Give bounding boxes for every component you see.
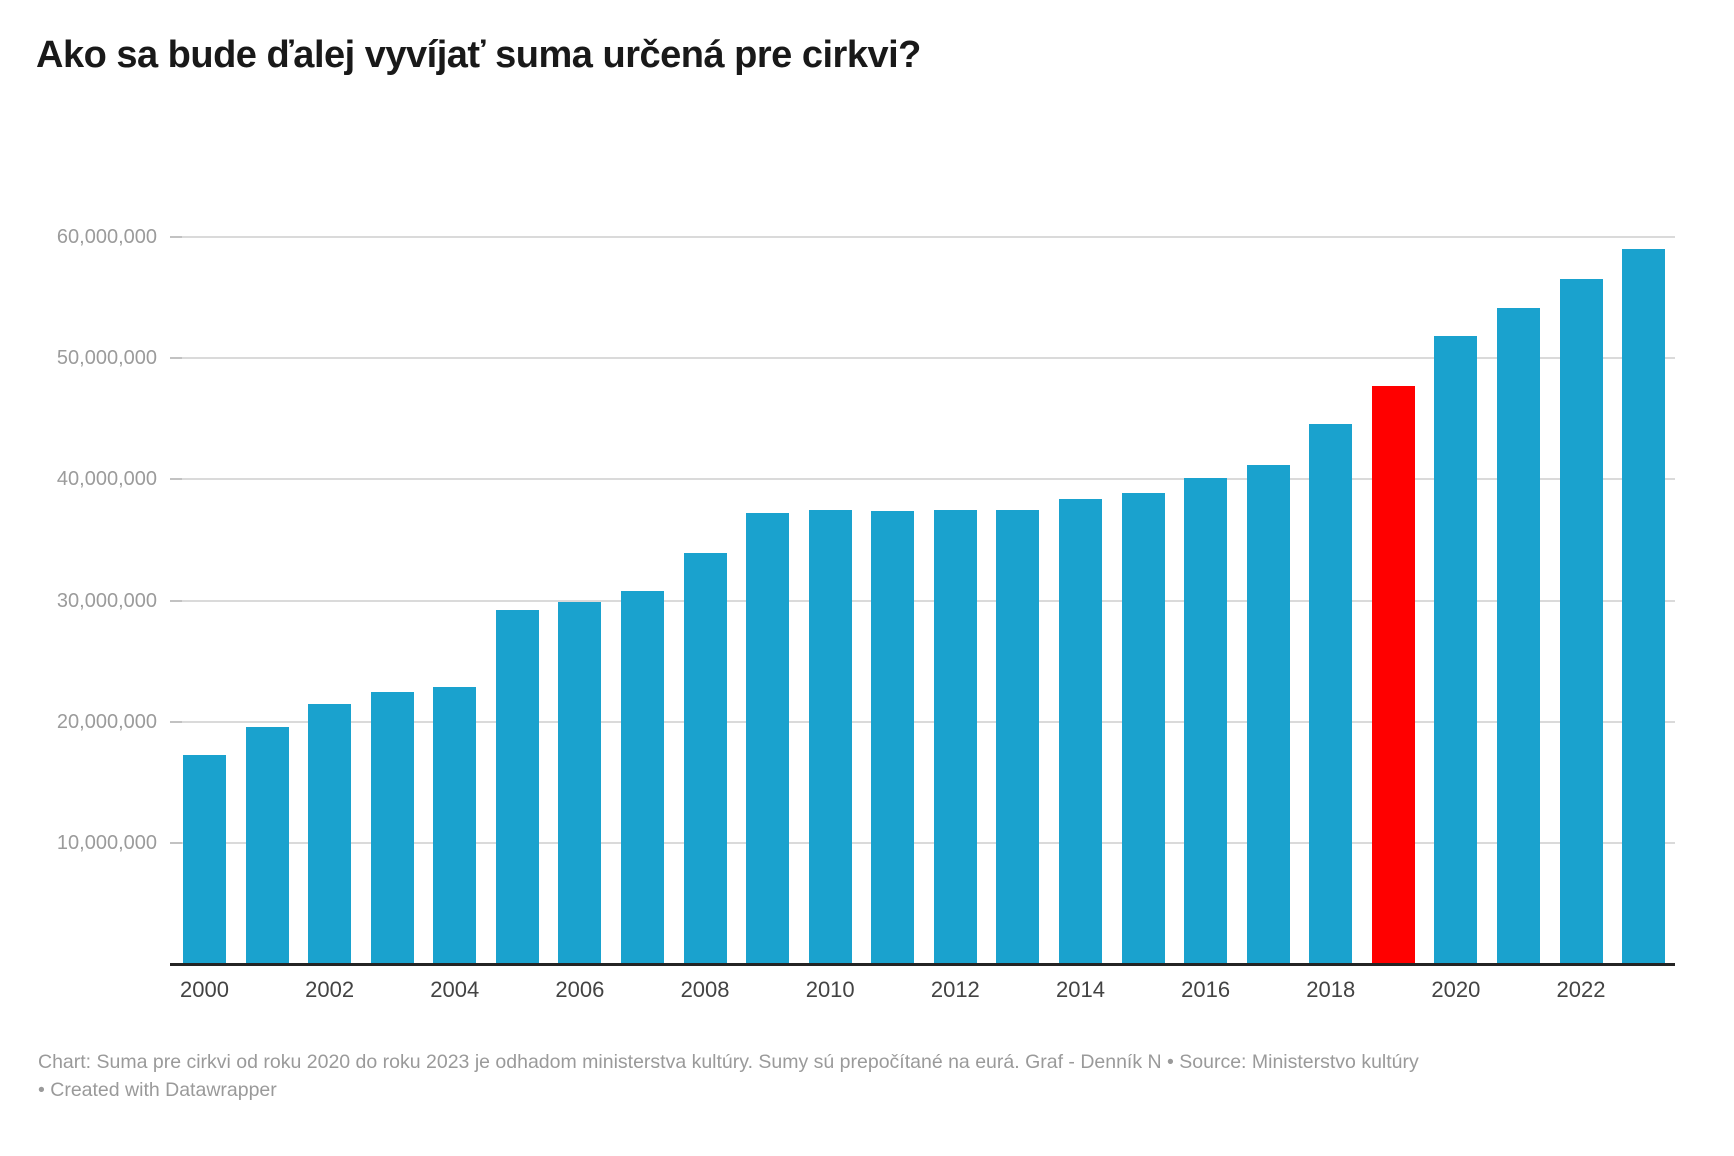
x-axis-line (170, 963, 1675, 966)
chart-title: Ako sa bude ďalej vyvíjať suma určená pr… (36, 34, 921, 76)
y-axis-tick-label: 60,000,000 (56, 225, 157, 248)
y-axis-tick (170, 478, 182, 481)
x-axis-tick-label: 2018 (1306, 977, 1356, 1002)
bar-2022[interactable] (1559, 279, 1603, 965)
bar-2014[interactable] (1058, 498, 1102, 965)
x-axis-tick-label: 2012 (930, 977, 980, 1002)
y-axis-tick-label: 40,000,000 (56, 468, 157, 491)
y-axis-tick (170, 599, 182, 602)
bar-2018[interactable] (1309, 423, 1353, 965)
gridline (170, 478, 1675, 481)
bar-2004[interactable] (433, 686, 477, 965)
bar-2017[interactable] (1246, 464, 1290, 965)
chart-footer: Chart: Suma pre cirkvi od roku 2020 do r… (38, 1048, 1419, 1104)
footer-notes-source: Chart: Suma pre cirkvi od roku 2020 do r… (38, 1051, 1419, 1073)
y-axis-tick-label: 10,000,000 (56, 832, 157, 855)
bar-2001[interactable] (245, 726, 289, 965)
y-axis-tick (170, 842, 182, 845)
bar-2006[interactable] (558, 601, 602, 965)
y-axis-tick-label: 50,000,000 (56, 347, 157, 369)
y-axis-tick-label: 20,000,000 (56, 710, 157, 733)
bar-2003[interactable] (370, 691, 414, 965)
bar-2002[interactable] (308, 703, 352, 965)
x-axis-tick-label: 2022 (1556, 977, 1606, 1002)
x-axis-tick-label: 2016 (1181, 977, 1231, 1002)
bar-2015[interactable] (1121, 492, 1165, 965)
x-axis-tick-label: 2006 (555, 977, 605, 1002)
bar-2016[interactable] (1184, 478, 1228, 965)
gridline (170, 357, 1675, 359)
bar-2011[interactable] (871, 510, 915, 965)
bar-2007[interactable] (620, 590, 664, 965)
gridline (170, 599, 1675, 602)
bar-2009[interactable] (746, 513, 790, 965)
x-axis-tick-label: 2020 (1431, 977, 1481, 1002)
bar-2013[interactable] (996, 509, 1040, 965)
bar-2008[interactable] (683, 553, 727, 965)
x-axis-tick-label: 2004 (430, 977, 480, 1002)
y-axis-tick (170, 357, 182, 359)
x-axis-tick-label: 2010 (805, 977, 855, 1002)
bar-2023[interactable] (1622, 248, 1666, 965)
x-axis-tick-label: 2000 (180, 977, 229, 1002)
bar-2005[interactable] (495, 610, 539, 965)
gridline (170, 842, 1675, 845)
bar-2010[interactable] (808, 509, 852, 965)
footer-datawrapper-credit: • Created with Datawrapper (38, 1079, 277, 1101)
bar-2019[interactable] (1371, 385, 1415, 965)
y-axis-tick (170, 235, 182, 238)
y-axis-tick-label: 30,000,000 (56, 589, 157, 612)
x-axis-tick-label: 2002 (305, 977, 355, 1002)
y-axis-tick (170, 720, 182, 723)
bar-2000[interactable] (183, 754, 226, 965)
bar-2021[interactable] (1496, 308, 1540, 965)
x-axis-tick-label: 2008 (680, 977, 730, 1002)
gridline (170, 720, 1675, 723)
x-axis-tick-label: 2014 (1055, 977, 1105, 1002)
bar-2020[interactable] (1434, 336, 1478, 965)
gridline (170, 235, 1675, 238)
bar-2012[interactable] (933, 509, 977, 965)
